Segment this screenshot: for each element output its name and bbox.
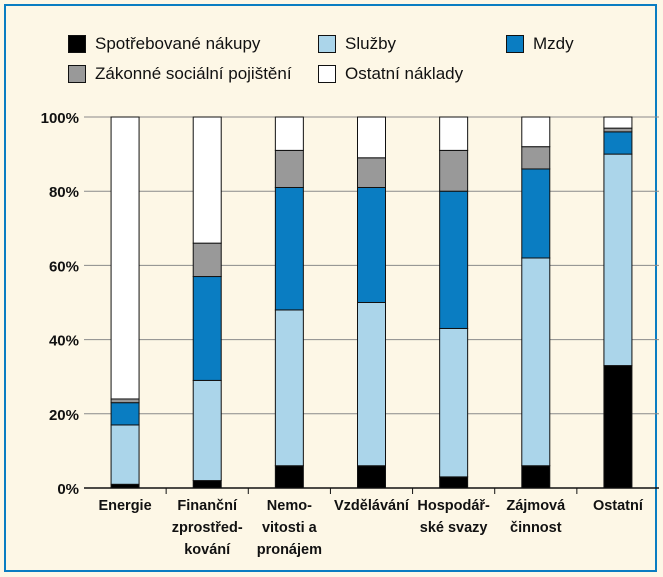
bar-segment [439,476,469,489]
bar-segment [274,116,304,151]
y-tick-label: 60% [49,258,79,275]
bar-segment [521,257,551,467]
bar-segment [439,190,469,329]
category-label: Nemo-vitosti a pronájem [257,498,322,558]
y-tick-label: 100% [41,110,79,127]
category-label: Zájmová činnost [506,498,566,536]
bar-segment [110,402,140,426]
legend-item-ostatni-naklady: Ostatní náklady [318,64,463,84]
bar-segment [439,116,469,151]
bar-segment [274,186,304,311]
category-label: Energie [98,498,151,514]
category-label: Vzdělávání [334,498,410,514]
legend-swatch-mzdy [506,35,524,53]
bar-segment [439,327,469,478]
y-tick-label: 20% [49,407,79,424]
category-label: Finanční zprostřed-kování [172,498,243,558]
legend-item-sluzby: Služby [318,34,396,54]
legend-swatch-zakonne-pojisteni [68,65,86,83]
legend-item-zakonne-pojisteni: Zákonné sociální pojištění [68,64,292,84]
category-label: Hospodář-ské svazy [417,498,490,536]
bar-segment [521,146,551,170]
bar-segment [521,465,551,489]
bar-segment [603,153,633,367]
legend-item-spotrebovane-nakupy: Spotřebované nákupy [68,34,260,54]
bar-segment [110,398,140,404]
bar-segment [603,127,633,133]
bar-segment [521,168,551,259]
y-tick-label: 40% [49,333,79,350]
bar-segment [521,116,551,148]
bar-segment [274,149,304,188]
bar-segment [110,483,140,489]
bar-segment [192,276,222,381]
y-tick-label: 0% [57,481,79,498]
bar-segment [603,116,633,129]
bar-segment [357,116,386,159]
bar-segment [603,365,633,489]
legend-label-mzdy: Mzdy [533,34,574,53]
y-tick-label: 80% [49,184,79,201]
bar-segment [110,116,140,400]
bar-segment [357,186,386,304]
bar-segment [357,302,386,467]
legend-label-spotrebovane-nakupy: Spotřebované nákupy [95,34,261,53]
bar-segment [110,424,140,485]
legend-swatch-spotrebovane-nakupy [68,35,86,53]
bar-segment [357,157,386,188]
bar-segment [357,465,386,489]
category-label: Ostatní [593,498,644,514]
bar-segment [192,116,222,244]
bar-segment [274,465,304,489]
legend-label-sluzby: Služby [345,34,397,53]
bar-segment [192,242,222,278]
bar-segment [274,309,304,467]
legend-label-zakonne-pojisteni: Zákonné sociální pojištění [95,64,292,83]
legend-label-ostatni-naklady: Ostatní náklady [345,64,464,83]
legend-swatch-sluzby [318,35,336,53]
bar-segment [192,379,222,482]
bar-segment [192,480,222,489]
bar-segment [603,131,633,155]
legend-item-mzdy: Mzdy [506,34,574,54]
bar-segment [439,149,469,192]
legend-swatch-ostatni-naklady [318,65,336,83]
